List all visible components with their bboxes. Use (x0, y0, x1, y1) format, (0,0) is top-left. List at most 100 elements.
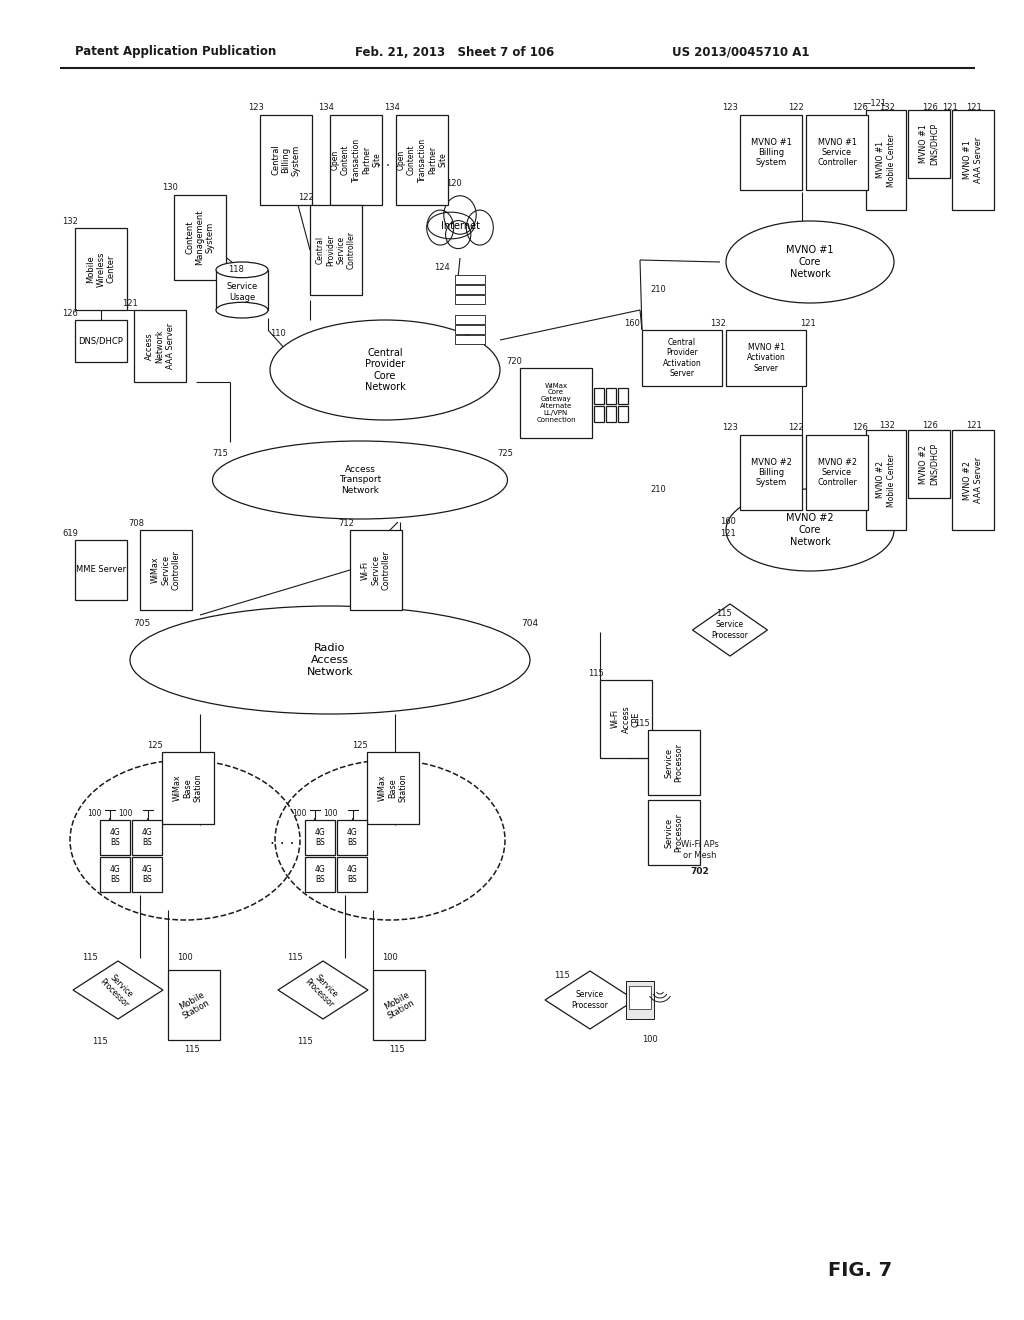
Bar (606, 407, 616, 422)
Ellipse shape (427, 210, 454, 246)
Text: 100: 100 (118, 808, 132, 817)
Text: MVNO #1
Billing
System: MVNO #1 Billing System (751, 137, 792, 168)
Text: 121: 121 (966, 421, 982, 430)
Bar (629, 986, 651, 1008)
Ellipse shape (270, 319, 500, 420)
Bar (726, 330, 806, 385)
Bar (337, 857, 367, 892)
Bar (455, 275, 485, 284)
Ellipse shape (130, 606, 530, 714)
Text: DNS/DHCP: DNS/DHCP (79, 337, 124, 346)
Bar (618, 407, 628, 422)
Text: Wi-Fi APs
or Mesh: Wi-Fi APs or Mesh (681, 841, 719, 859)
Text: 121: 121 (942, 103, 957, 112)
Ellipse shape (216, 302, 268, 318)
Text: 122: 122 (788, 103, 804, 112)
Text: Service
Usage: Service Usage (226, 282, 258, 302)
Text: 4G
BS: 4G BS (110, 828, 121, 847)
Text: MVNO #1
Activation
Server: MVNO #1 Activation Server (746, 343, 785, 372)
Text: Open
Content
Transaction
Partner
Site: Open Content Transaction Partner Site (331, 137, 381, 182)
Text: 4G
BS: 4G BS (110, 865, 121, 884)
Text: Content
Management
System: Content Management System (185, 210, 215, 265)
Text: 118: 118 (228, 265, 244, 275)
Text: Service
Processor: Service Processor (712, 620, 749, 640)
Bar (75, 228, 127, 310)
Text: 125: 125 (352, 741, 368, 750)
Text: 126: 126 (852, 424, 868, 433)
Text: 123: 123 (722, 103, 738, 112)
Bar (305, 857, 335, 892)
Text: 725: 725 (497, 449, 513, 458)
Bar (908, 430, 950, 498)
Bar (367, 752, 419, 824)
Bar (740, 115, 802, 190)
Text: MVNO #2
Billing
System: MVNO #2 Billing System (751, 458, 792, 487)
Bar (952, 110, 994, 210)
Ellipse shape (213, 441, 508, 519)
Text: —121: —121 (863, 99, 887, 108)
Ellipse shape (428, 213, 474, 239)
Bar (337, 820, 367, 855)
Text: Central
Billing
System: Central Billing System (271, 144, 301, 176)
Text: 210: 210 (650, 486, 666, 495)
Text: 120: 120 (446, 180, 462, 189)
Text: 124: 124 (434, 264, 450, 272)
Text: Patent Application Publication: Patent Application Publication (75, 45, 276, 58)
Text: 100: 100 (642, 1035, 657, 1044)
Polygon shape (545, 972, 635, 1030)
Text: 4G
BS: 4G BS (141, 828, 153, 847)
Text: 160: 160 (624, 318, 640, 327)
Text: 715: 715 (212, 449, 228, 458)
Text: 126: 126 (62, 309, 78, 318)
Text: Wi-Fi
Service
Controller: Wi-Fi Service Controller (361, 550, 391, 590)
Text: 121: 121 (966, 103, 982, 111)
Text: 110: 110 (270, 329, 286, 338)
Bar (100, 820, 130, 855)
Text: MVNO #1
Mobile Center: MVNO #1 Mobile Center (877, 133, 896, 186)
Text: Service
Processor: Service Processor (571, 990, 608, 1010)
Text: 126: 126 (922, 421, 938, 430)
Bar (140, 531, 193, 610)
Text: 115: 115 (634, 718, 650, 727)
Text: . . .: . . . (377, 154, 399, 169)
Text: 126: 126 (852, 103, 868, 112)
Bar (594, 388, 604, 404)
Bar (455, 294, 485, 304)
Text: MVNO #2
Mobile Center: MVNO #2 Mobile Center (877, 453, 896, 507)
Text: WiMax
Service
Controller: WiMax Service Controller (152, 550, 181, 590)
Text: 115: 115 (92, 1038, 108, 1047)
Bar (330, 115, 382, 205)
Text: 4G
BS: 4G BS (141, 865, 153, 884)
Text: MVNO #1
Core
Network: MVNO #1 Core Network (786, 246, 834, 279)
Text: Feb. 21, 2013   Sheet 7 of 106: Feb. 21, 2013 Sheet 7 of 106 (355, 45, 554, 58)
Ellipse shape (466, 210, 494, 246)
Text: Access
Network
AAA Server: Access Network AAA Server (145, 323, 175, 370)
Text: MVNO #1
AAA Server: MVNO #1 AAA Server (964, 137, 983, 183)
Text: Access
Transport
Network: Access Transport Network (339, 465, 381, 495)
Bar (100, 857, 130, 892)
Bar (520, 368, 592, 438)
Bar (866, 110, 906, 210)
Bar (600, 680, 652, 758)
Bar (908, 110, 950, 178)
Bar (626, 981, 654, 1019)
Bar (952, 430, 994, 531)
Bar (132, 857, 162, 892)
Text: 619: 619 (62, 528, 78, 537)
Text: 100: 100 (292, 808, 306, 817)
Text: 115: 115 (389, 1045, 404, 1055)
Text: Open
Content
Transaction
Partner
Site: Open Content Transaction Partner Site (396, 137, 447, 182)
Bar (75, 540, 127, 601)
Text: 132: 132 (879, 421, 895, 430)
Text: 210: 210 (650, 285, 666, 294)
Text: 123: 123 (248, 103, 264, 112)
Ellipse shape (216, 261, 268, 277)
Text: 702: 702 (690, 867, 710, 876)
Text: 115: 115 (588, 668, 604, 677)
Text: 122: 122 (788, 424, 804, 433)
Text: 160: 160 (720, 517, 736, 527)
Text: 4G
BS: 4G BS (347, 828, 357, 847)
Text: WiMax
Base
Station: WiMax Base Station (378, 774, 408, 803)
Text: Service
Processor: Service Processor (665, 743, 684, 781)
Text: . . .: . . . (269, 833, 294, 847)
